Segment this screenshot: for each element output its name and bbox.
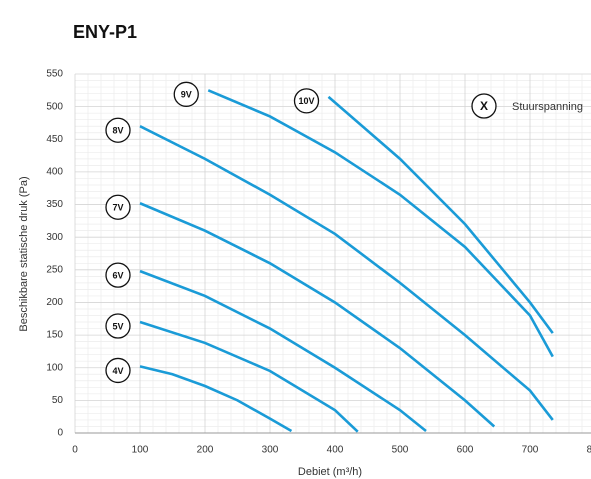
series-label-circle (105, 194, 131, 220)
series-label: 4V (112, 366, 123, 376)
y-axis-label: Beschikbare statische druk (Pa) (18, 176, 30, 331)
curve (139, 202, 496, 428)
y-tick-label: 350 (46, 199, 63, 210)
y-tick-label: 450 (46, 134, 63, 145)
series-label-circle (293, 88, 320, 114)
y-tick-label: 400 (46, 167, 63, 178)
curve (139, 269, 427, 433)
x-tick-label: 400 (327, 445, 344, 456)
curve (139, 125, 554, 421)
annotation-text: Stuurspanning (512, 101, 583, 113)
y-tick-label: 0 (57, 428, 63, 439)
x-tick-label: 600 (457, 445, 474, 456)
y-tick-label: 550 (46, 69, 63, 80)
series-label-circle (173, 81, 199, 107)
x-tick-label: 300 (262, 445, 279, 456)
annotation-circle (471, 93, 497, 119)
x-tick-label: 500 (392, 445, 409, 456)
x-tick-label: 0 (72, 445, 78, 456)
series-label-circle (105, 313, 131, 339)
x-tick-label: 200 (197, 445, 214, 456)
x-axis-label: Debiet (m³/h) (298, 466, 362, 478)
annotation-symbol: X (480, 99, 488, 113)
x-tick-label: 700 (522, 445, 539, 456)
series-label-circle (105, 262, 131, 288)
y-tick-label: 250 (46, 264, 63, 275)
chart-title: ENY-P1 (73, 22, 137, 42)
series-label: 8V (112, 126, 123, 136)
series-label-circle (105, 357, 131, 384)
series-label: 5V (112, 321, 123, 331)
curve (139, 320, 359, 433)
y-tick-label: 100 (46, 362, 63, 373)
y-tick-label: 200 (46, 297, 63, 308)
y-tick-label: 500 (46, 101, 63, 112)
curve (327, 95, 554, 334)
series-label: 9V (181, 90, 192, 100)
series-label-circle (105, 117, 131, 143)
x-tick-label: 100 (132, 445, 149, 456)
y-tick-label: 300 (46, 232, 63, 243)
series-label: 7V (112, 203, 123, 213)
curve (139, 365, 293, 433)
y-tick-label: 50 (52, 395, 64, 406)
series-label: 10V (298, 96, 314, 106)
series-label: 6V (112, 270, 123, 280)
x-tick-label: 800 (587, 445, 591, 456)
y-tick-label: 150 (46, 330, 63, 341)
curve (207, 89, 554, 358)
